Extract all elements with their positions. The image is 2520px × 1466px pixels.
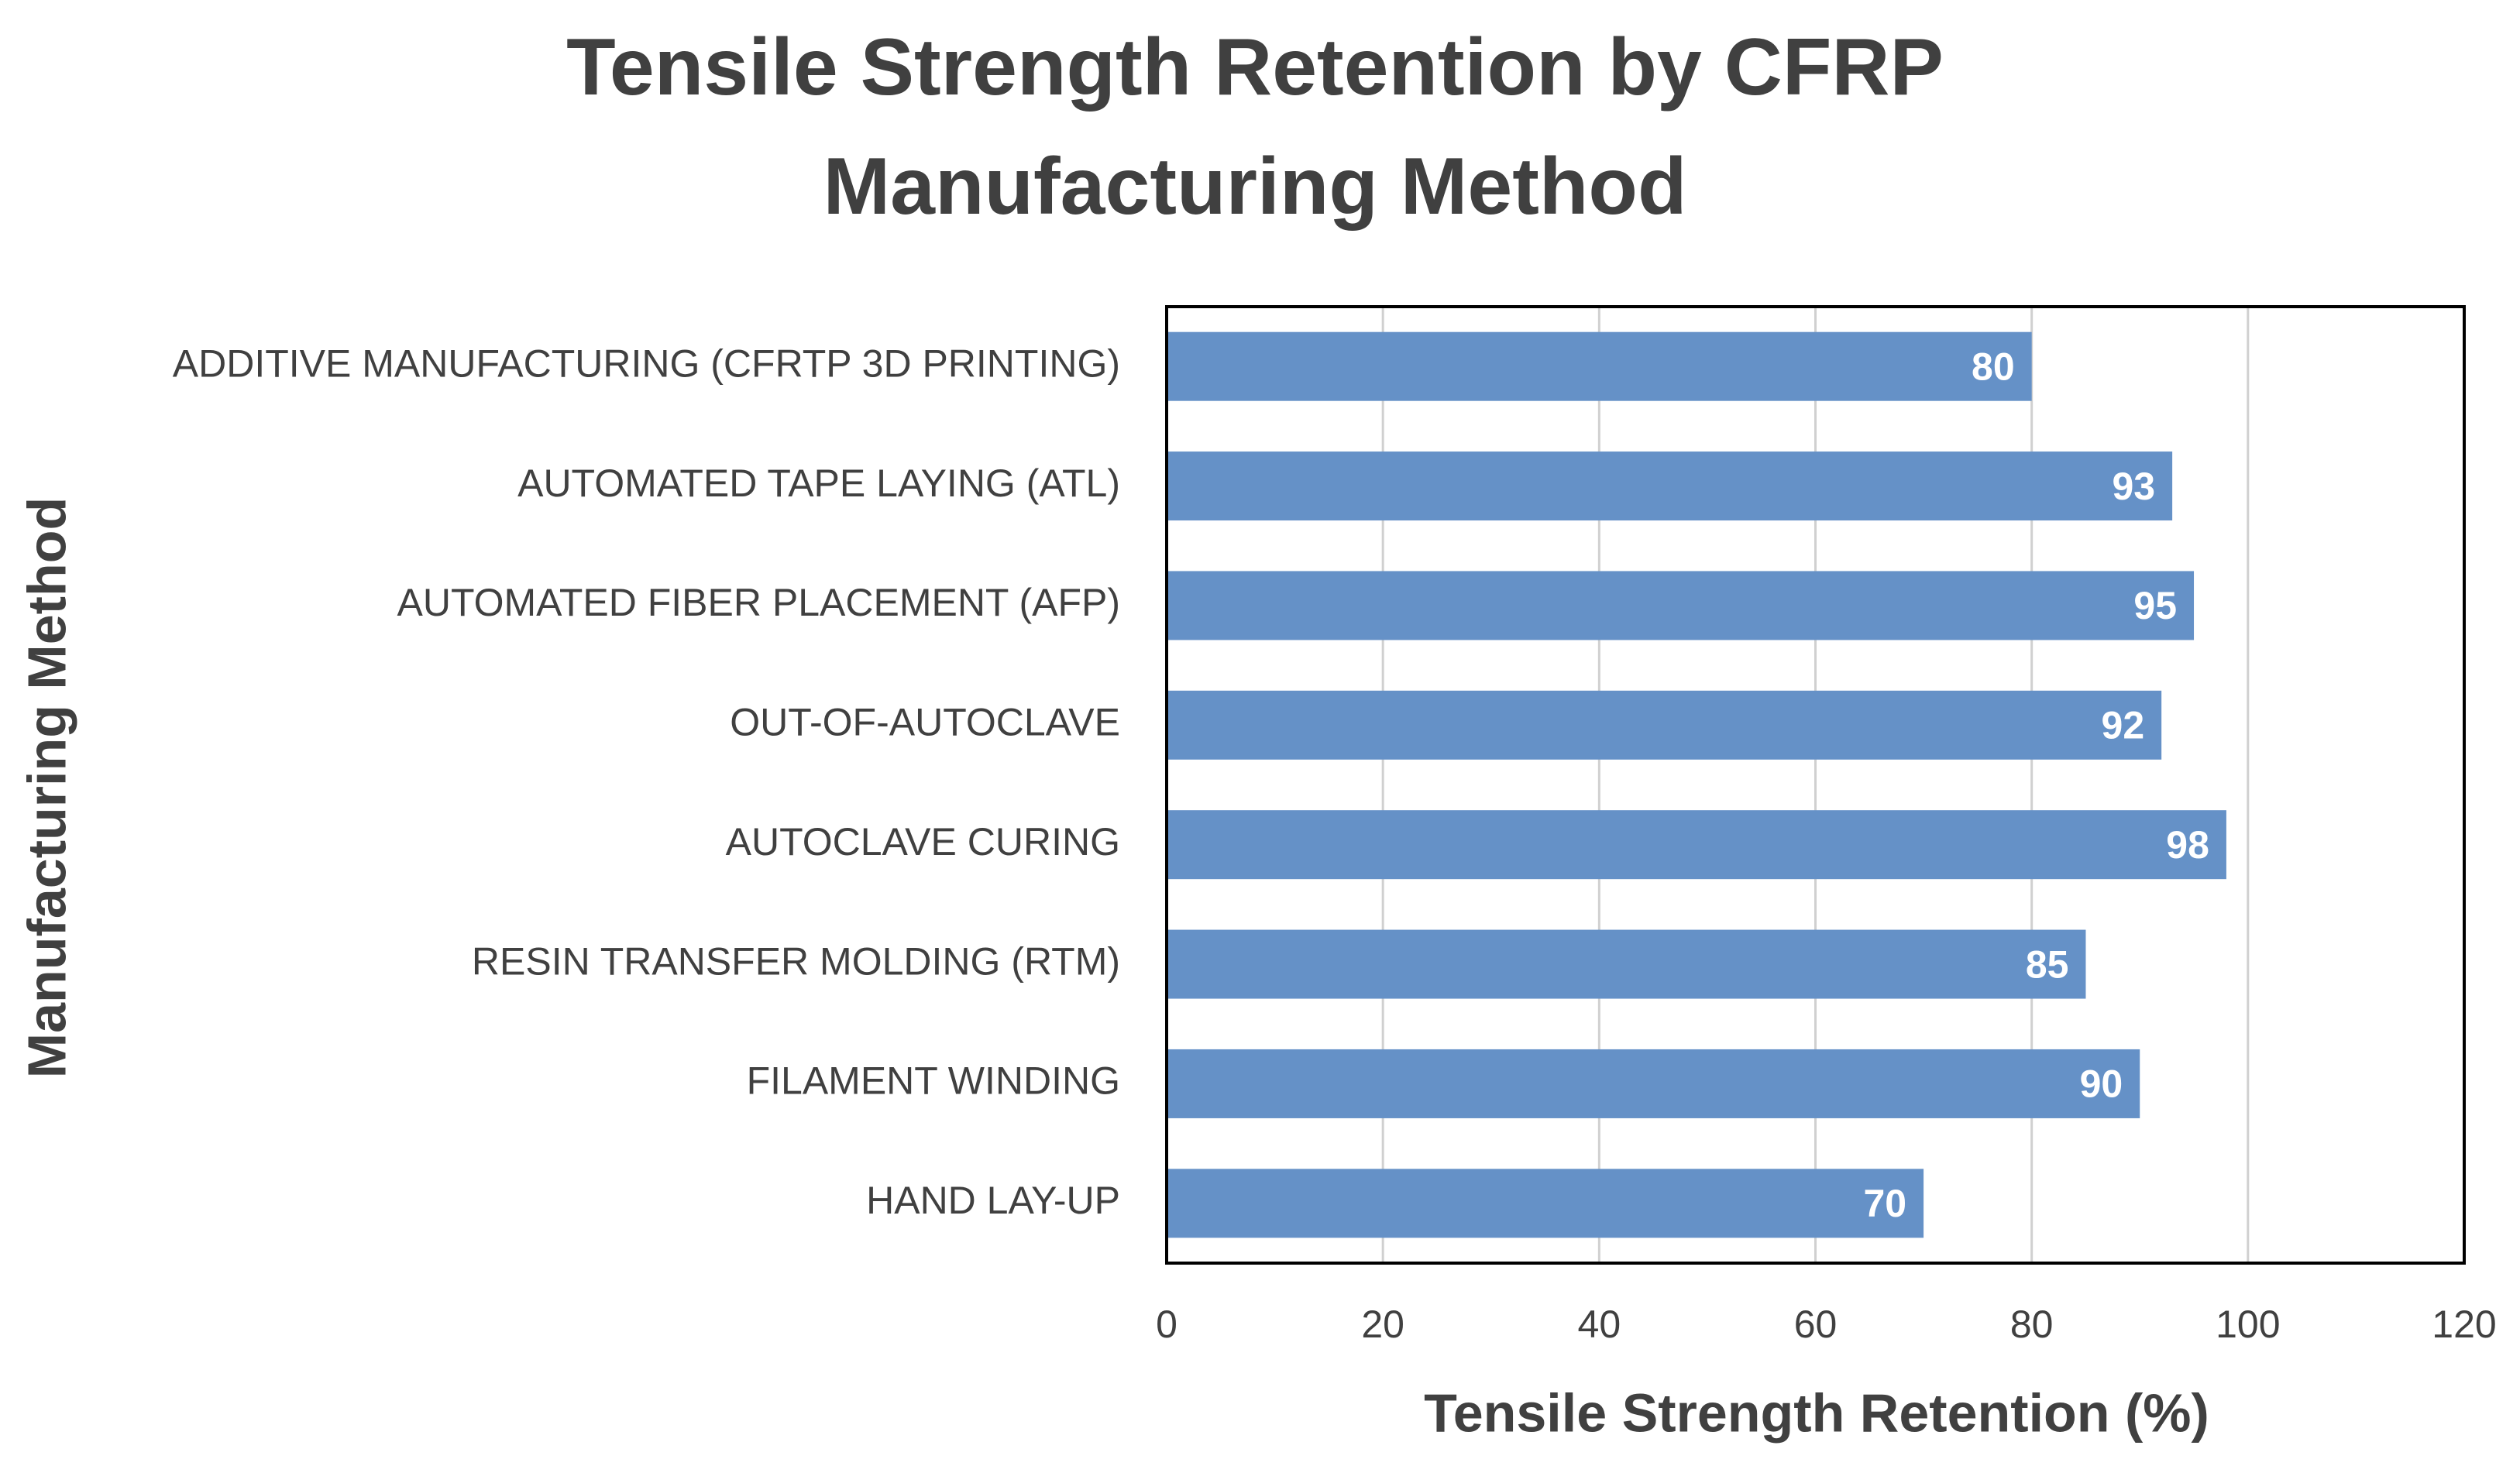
y-tick-label: AUTOMATED TAPE LAYING (ATL) [517,462,1120,505]
value-label: 95 [2133,584,2177,627]
x-tick-label: 60 [1794,1303,1838,1346]
y-tick-label: AUTOMATED FIBER PLACEMENT (AFP) [397,581,1120,624]
y-tick-label: AUTOCLAVE CURING [726,820,1120,863]
value-label: 85 [2026,942,2069,986]
value-label: 93 [2113,465,2156,508]
x-tick-label: 20 [1361,1303,1404,1346]
y-tick-label: ADDITIVE MANUFACTURING (CFRTP 3D PRINTIN… [173,342,1120,385]
bar [1167,1169,1924,1238]
y-tick-label: OUT-OF-AUTOCLAVE [730,701,1120,744]
bar [1167,810,2226,880]
value-label: 98 [2166,823,2209,867]
x-tick-label: 100 [2216,1303,2280,1346]
x-tick-label: 120 [2432,1303,2496,1346]
y-tick-label: RESIN TRANSFER MOLDING (RTM) [472,939,1120,983]
x-axis-title: Tensile Strength Retention (%) [1424,1382,2209,1443]
y-tick-label: FILAMENT WINDING [747,1059,1120,1103]
y-axis-title: Manufacturing Method [16,497,77,1078]
bar [1167,571,2195,640]
bar [1167,451,2173,521]
x-tick-label: 0 [1156,1303,1177,1346]
value-label: 80 [1972,345,2015,388]
bar [1167,1049,2140,1118]
x-tick-label: 80 [2010,1303,2054,1346]
bar [1167,690,2162,760]
value-label: 70 [1863,1182,1906,1225]
bar [1167,331,2032,401]
plot-border [1165,305,2466,1265]
chart-title: Tensile Strength Retention by CFRP Manuf… [566,22,1944,232]
value-label: 92 [2102,704,2145,747]
bar [1167,929,2086,999]
y-tick-label: HAND LAY-UP [866,1179,1120,1222]
x-tick-label: 40 [1578,1303,1621,1346]
value-label: 90 [2080,1063,2123,1106]
